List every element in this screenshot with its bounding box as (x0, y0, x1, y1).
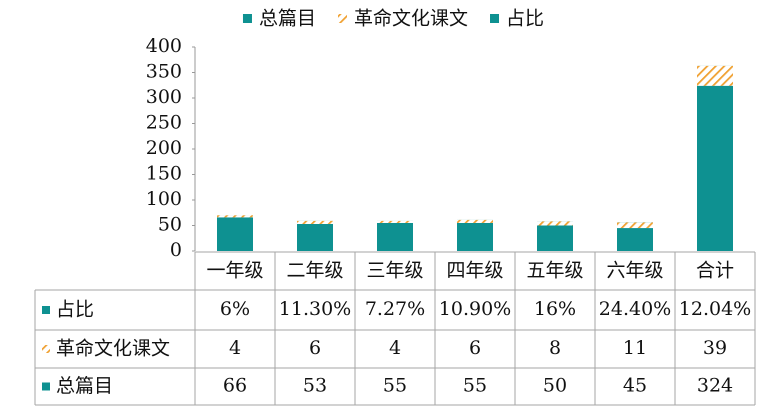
y-tick-label: 0 (170, 239, 182, 261)
bar (457, 219, 493, 223)
y-tick-label: 50 (158, 214, 182, 236)
table-value: 10.90% (439, 298, 511, 320)
bar (217, 217, 253, 251)
bar (697, 85, 733, 251)
row-label: 总篇目 (56, 375, 113, 397)
table-value: 53 (303, 375, 327, 397)
legend-label: 革命文化课文 (354, 8, 468, 30)
bar (697, 65, 733, 86)
table-value: 324 (697, 375, 733, 397)
bar (377, 220, 413, 223)
y-tick-label: 150 (146, 163, 182, 185)
y-tick-label: 200 (146, 137, 182, 159)
table-value: 39 (703, 337, 727, 359)
row-label: 革命文化课文 (56, 338, 170, 360)
legend-key (490, 14, 500, 23)
table-value: 50 (543, 375, 567, 397)
bar (457, 222, 493, 251)
y-tick-label: 400 (146, 35, 182, 57)
y-tick-label: 300 (146, 86, 182, 108)
table-value: 55 (463, 375, 487, 397)
x-tick-label: 五年级 (526, 260, 583, 282)
table-value: 55 (383, 375, 407, 397)
bar (537, 225, 573, 251)
table-value: 11 (623, 337, 647, 359)
table-value: 6 (469, 337, 481, 359)
bar (617, 222, 653, 229)
bar (297, 223, 333, 251)
x-tick-label: 合计 (696, 260, 734, 282)
table-value: 11.30% (279, 298, 351, 320)
table-value: 16% (534, 298, 576, 320)
table-value: 6% (220, 298, 250, 320)
x-tick-label: 一年级 (206, 260, 263, 282)
row-label: 占比 (56, 299, 94, 321)
x-tick-label: 二年级 (286, 260, 343, 282)
x-tick-label: 六年级 (606, 260, 663, 282)
legend-key (242, 14, 252, 23)
legend-key (42, 345, 50, 353)
table-value: 24.40% (599, 298, 671, 320)
bar (217, 215, 253, 218)
legend-key (42, 382, 50, 391)
table-value: 4 (229, 337, 241, 359)
legend-label: 占比 (506, 8, 544, 30)
bar (617, 228, 653, 251)
bar (297, 220, 333, 224)
legend-key (42, 306, 50, 314)
table-value: 8 (549, 337, 561, 359)
table-value: 7.27% (365, 298, 425, 320)
y-tick-label: 350 (146, 61, 182, 83)
legend-key (337, 14, 347, 23)
bar (377, 222, 413, 251)
table-value: 6 (309, 337, 321, 359)
bar (537, 221, 573, 226)
table-value: 12.04% (679, 298, 751, 320)
y-tick-label: 250 (146, 112, 182, 134)
legend-label: 总篇目 (259, 8, 316, 30)
x-tick-label: 四年级 (446, 260, 503, 282)
table-value: 66 (223, 375, 247, 397)
table-value: 4 (389, 337, 401, 359)
legend: 总篇目 革命文化课文 占比 (242, 8, 544, 30)
x-tick-label: 三年级 (366, 260, 423, 282)
table-value: 45 (623, 375, 647, 397)
y-tick-label: 100 (146, 188, 182, 210)
